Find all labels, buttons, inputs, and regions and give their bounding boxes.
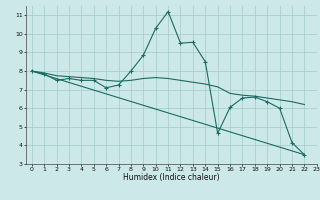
X-axis label: Humidex (Indice chaleur): Humidex (Indice chaleur) <box>123 173 220 182</box>
